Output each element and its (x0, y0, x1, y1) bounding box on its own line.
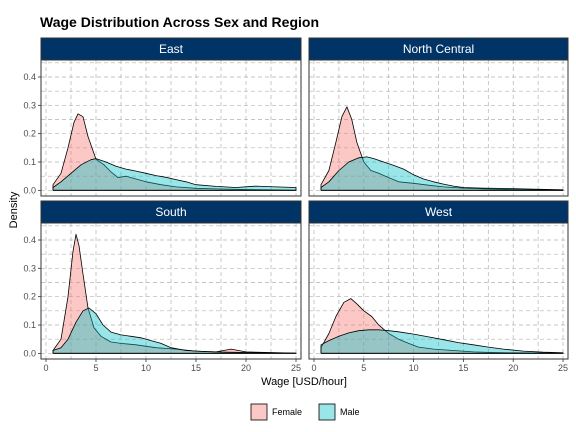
panel-border (40, 59, 302, 197)
legend: Female Male (250, 403, 360, 421)
y-tick-label: 0.0 (23, 348, 36, 358)
x-tick-label: 20 (241, 363, 251, 373)
x-tick-label: 25 (291, 363, 301, 373)
x-axis-title: Wage [USD/hour] (261, 376, 347, 388)
y-tick-label: 0.3 (23, 100, 36, 110)
legend-swatch-female (250, 403, 268, 421)
panel-border (40, 222, 302, 360)
panel-east: East 0.0 0.1 0.2 0.3 0.4 (23, 37, 302, 197)
x-tick-label: 5 (361, 363, 366, 373)
density-area-male (52, 307, 297, 354)
y-axis-title: Density (8, 191, 20, 228)
strip-label: South (155, 205, 186, 219)
panel-west: West 0 5 10 15 20 25 (308, 200, 569, 373)
density-area-female (320, 106, 564, 191)
x-tick-label: 5 (93, 363, 98, 373)
x-tick-label: 15 (458, 363, 468, 373)
panel-north-central: North Central (308, 37, 569, 197)
strip-label: West (425, 205, 453, 219)
density-area-female (320, 298, 564, 354)
x-tick-label: 15 (191, 363, 201, 373)
y-tick-label: 0.1 (23, 320, 36, 330)
y-tick-label: 0.2 (23, 292, 36, 302)
x-tick-label: 25 (558, 363, 568, 373)
legend-label-female: Female (272, 407, 302, 417)
chart-title: Wage Distribution Across Sex and Region (40, 14, 319, 30)
x-tick-label: 0 (311, 363, 316, 373)
y-tick-label: 0.3 (23, 263, 36, 273)
y-tick-label: 0.4 (23, 72, 36, 82)
x-tick-label: 10 (141, 363, 151, 373)
strip-label: East (159, 42, 184, 56)
legend-label-male: Male (340, 407, 360, 417)
density-area-female (52, 233, 297, 354)
panel-border (308, 222, 569, 360)
density-area-female (52, 113, 297, 191)
y-tick-label: 0.4 (23, 235, 36, 245)
x-tick-label: 10 (409, 363, 419, 373)
panel-south: South 0.0 0.1 0.2 0.3 0.4 0 5 10 15 20 25 (23, 200, 302, 373)
density-area-male (320, 156, 564, 191)
density-area-male (320, 329, 564, 354)
x-tick-label: 20 (508, 363, 518, 373)
x-tick-label: 0 (43, 363, 48, 373)
strip-label: North Central (403, 42, 474, 56)
density-area-male (52, 158, 297, 191)
y-tick-label: 0.0 (23, 185, 36, 195)
panel-border (308, 59, 569, 197)
y-tick-label: 0.1 (23, 157, 36, 167)
y-tick-label: 0.2 (23, 129, 36, 139)
legend-swatch-male (318, 403, 336, 421)
